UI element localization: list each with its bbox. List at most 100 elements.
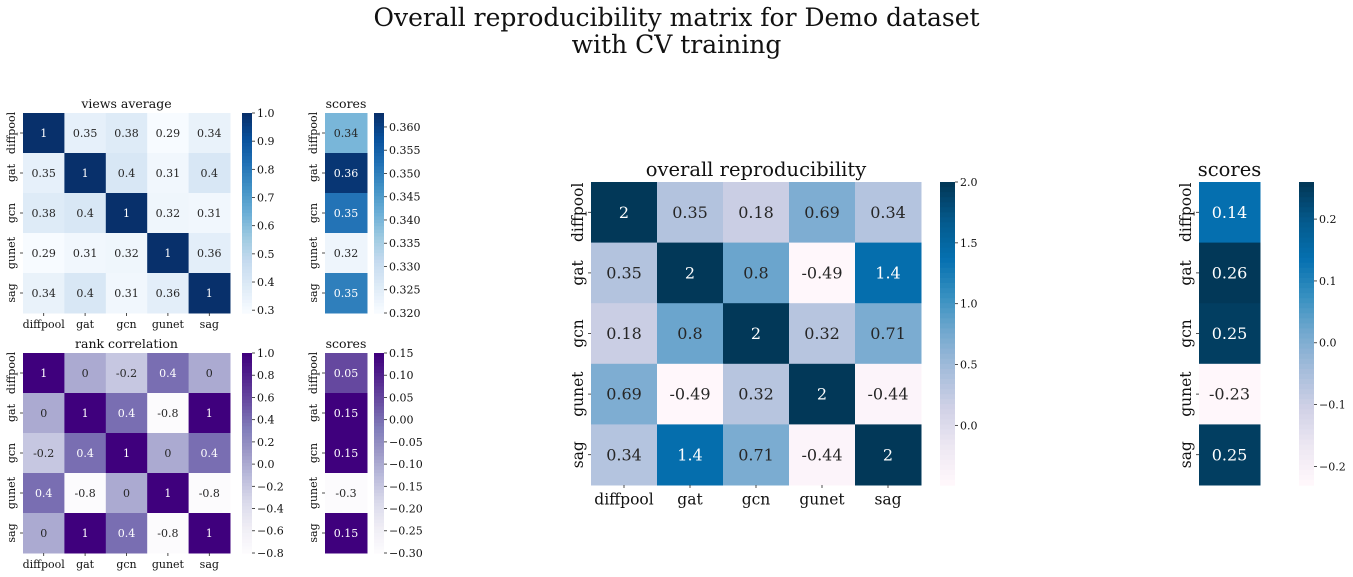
heatmap-cell	[147, 393, 190, 434]
colorbar-segment	[242, 546, 252, 551]
colorbar-segment	[242, 396, 252, 401]
colorbar-segment	[940, 464, 955, 471]
colorbar-tick-label: −0.4	[257, 503, 284, 516]
colorbar-segment	[374, 229, 384, 234]
colorbar-segment	[374, 286, 384, 291]
colorbar-segment	[242, 403, 252, 407]
cell-annotation: 1.4	[677, 445, 702, 464]
cell-annotation: 0.4	[35, 487, 53, 500]
cell-annotation: 0.34	[606, 445, 642, 464]
colorbar-segment	[1299, 247, 1314, 254]
colorbar-segment	[1299, 328, 1314, 335]
heatmap-cell	[147, 513, 190, 554]
colorbar-segment	[242, 499, 252, 504]
colorbar-segment	[1299, 348, 1314, 355]
colorbar-segment	[1299, 343, 1314, 350]
colorbar-segment	[1299, 449, 1314, 456]
heatmap-cell	[64, 513, 107, 554]
colorbar-segment	[1299, 222, 1314, 229]
colorbar-segment	[242, 423, 252, 427]
colorbar-segment	[242, 193, 252, 197]
colorbar-segment	[374, 503, 384, 507]
colorbar-segment	[242, 426, 252, 431]
colorbar-tick-label: 0.9	[257, 135, 275, 148]
colorbar-segment	[940, 247, 955, 254]
colorbar-segment	[374, 169, 384, 174]
colorbar-segment	[940, 182, 955, 188]
colorbar-segment	[242, 279, 252, 284]
colorbar-segment	[242, 443, 252, 447]
colorbar-segment	[374, 203, 384, 207]
row-label: gunet	[307, 236, 320, 269]
heatmap-cell	[105, 193, 148, 234]
colorbar-tick-label: 0.5	[257, 248, 275, 261]
cell-annotation: 0.35	[334, 287, 359, 300]
colorbar-segment	[242, 216, 252, 221]
heatmap-cell	[657, 303, 724, 365]
colorbar-tick-label: 0.2	[1319, 213, 1337, 226]
colorbar-segment	[940, 252, 955, 259]
colorbar-segment	[242, 386, 252, 391]
colorbar-segment	[374, 253, 384, 257]
heatmap-cell	[105, 473, 148, 514]
cell-annotation: 0.36	[334, 167, 359, 180]
colorbar-segment	[1299, 419, 1314, 425]
colorbar-segment	[940, 424, 955, 431]
colorbar-segment	[374, 143, 384, 147]
colorbar-segment	[940, 277, 955, 284]
colorbar-segment	[242, 516, 252, 521]
panel-title: scores	[326, 96, 367, 111]
figure-title-line1: Overall reproducibility matrix for Demo …	[373, 3, 980, 32]
colorbar-segment	[242, 453, 252, 457]
cell-annotation: 0.4	[76, 207, 94, 220]
colorbar-segment	[374, 113, 384, 117]
cell-annotation: 0.18	[738, 203, 774, 222]
colorbar-segment	[1299, 227, 1314, 234]
colorbar-segment	[374, 359, 384, 364]
row-label: diffpool	[307, 111, 320, 154]
cell-annotation: -0.8	[157, 527, 178, 540]
colorbar-segment	[242, 143, 252, 147]
colorbar-segment	[940, 373, 955, 380]
colorbar-segment	[242, 419, 252, 424]
colorbar-segment	[940, 232, 955, 239]
colorbar-segment	[374, 309, 384, 314]
cell-annotation: 1	[82, 407, 89, 420]
colorbar-segment	[242, 526, 252, 531]
colorbar-segment	[374, 423, 384, 427]
colorbar-segment	[242, 413, 252, 417]
heatmap-cell	[23, 473, 65, 514]
cell-annotation: 0.25	[1212, 445, 1248, 464]
heatmap-panel-1: scores 0.34 0.36 0.35 0.32 0.35 diffpool gat gcn…	[307, 96, 421, 320]
heatmap-cell	[591, 303, 658, 365]
colorbar-segment	[242, 123, 252, 127]
colorbar-segment	[242, 259, 252, 264]
heatmap-cell	[591, 182, 658, 244]
colorbar-segment	[242, 493, 252, 497]
colorbar-segment	[242, 529, 252, 534]
cell-annotation: 0.4	[76, 447, 94, 460]
colorbar-segment	[242, 303, 252, 307]
panel-title: scores	[326, 336, 367, 351]
col-label: diffpool	[23, 318, 66, 331]
colorbar-segment	[940, 222, 955, 229]
colorbar-segment	[940, 257, 955, 264]
colorbar-segment	[374, 179, 384, 184]
colorbar-segment	[242, 406, 252, 411]
heatmap-panel-3: scores 0.05 0.15 0.15 -0.3 0.15 diffpool gat gcn…	[307, 336, 423, 560]
colorbar-tick-label: 0.1	[1319, 275, 1337, 288]
colorbar-segment	[242, 149, 252, 154]
row-label: gat	[1177, 259, 1195, 285]
cell-annotation: 1	[164, 247, 171, 260]
colorbar-segment	[374, 299, 384, 304]
colorbar-segment	[242, 199, 252, 204]
colorbar-segment	[374, 373, 384, 377]
heatmap-cell	[657, 182, 724, 244]
colorbar-segment	[242, 536, 252, 541]
colorbar-segment	[374, 116, 384, 121]
heatmap-cell	[23, 113, 65, 154]
colorbar-segment	[1299, 303, 1314, 309]
cell-annotation: 0.35	[31, 167, 56, 180]
colorbar-tick-label: −0.8	[257, 547, 284, 560]
cell-annotation: -0.49	[801, 264, 842, 283]
